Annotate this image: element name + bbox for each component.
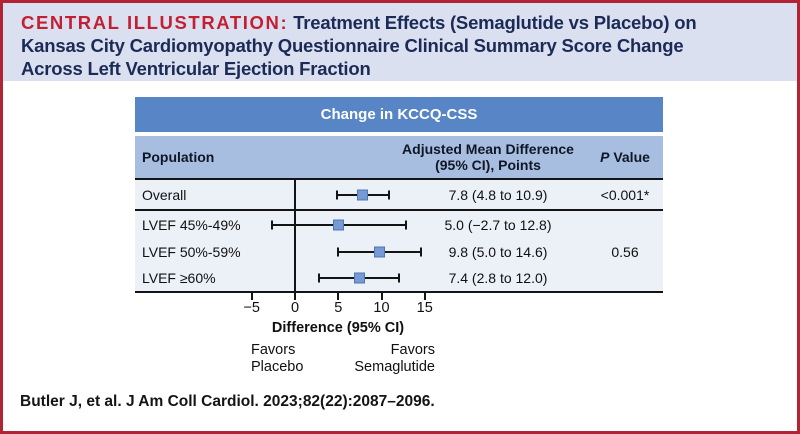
- ci-cap-left: [335, 190, 338, 199]
- effect-estimate-text: 5.0 (−2.7 to 12.8): [444, 216, 552, 233]
- title-line-2: Kansas City Cardiomyopathy Questionnaire…: [21, 35, 684, 56]
- effect-estimate-text: 7.4 (2.8 to 12.0): [448, 270, 548, 286]
- axis-tick: [294, 293, 296, 300]
- favors-semaglutide-label: Favors Semaglutide: [354, 342, 435, 375]
- ci-cap-left: [318, 273, 321, 283]
- ci-cap-right: [397, 273, 400, 283]
- axis-tick-label: 5: [334, 300, 343, 316]
- point-estimate-marker: [374, 246, 386, 257]
- title-band: CENTRAL ILLUSTRATION: Treatment Effects …: [3, 3, 797, 81]
- axis-tick-label: 15: [416, 300, 433, 316]
- axis-tick: [423, 293, 426, 300]
- table-title-gap: [135, 132, 663, 136]
- axis-tick-label: 0: [290, 300, 300, 316]
- p-value-text: 0.56: [611, 243, 639, 260]
- table-title: Change in KCCQ-CSS: [135, 97, 663, 132]
- forest-row: LVEF 50%-59% 9.8 (5.0 to 14.6) 0.56: [135, 238, 663, 265]
- effect-estimate-text: 7.8 (4.8 to 10.9): [448, 186, 548, 203]
- citation: Butler J, et al. J Am Coll Cardiol. 2023…: [20, 393, 435, 410]
- ci-cap-left: [270, 220, 273, 229]
- population-label: LVEF 45%-49%: [142, 216, 241, 233]
- favors-annotations: Favors Placebo Favors Semaglutide: [135, 342, 663, 380]
- population-label: LVEF ≥60%: [142, 270, 216, 286]
- column-header-effect-line1: Adjusted Mean Difference: [402, 141, 574, 157]
- x-axis-label: Difference (95% CI): [271, 320, 405, 336]
- x-axis-label-row: Difference (95% CI): [135, 320, 663, 339]
- title-line-1-text: Treatment Effects (Semaglutide vs Placeb…: [293, 12, 697, 33]
- population-label: LVEF 50%-59%: [142, 243, 241, 260]
- x-axis: −5 0 5 10 15: [135, 293, 663, 320]
- column-header-population: Population: [142, 149, 215, 165]
- ci-cap-right: [420, 247, 423, 256]
- ci-cap-left: [337, 247, 340, 256]
- zero-reference-line: [294, 180, 296, 291]
- axis-tick: [337, 293, 340, 300]
- p-value-text: <0.001*: [600, 186, 650, 203]
- ci-cap-right: [388, 190, 391, 199]
- axis-tick-label: −5: [243, 300, 261, 316]
- forest-plot-body: Overall 7.8 (4.8 to 10.9) <0.001* LVEF 45%-…: [135, 180, 663, 293]
- axis-tick: [380, 293, 383, 300]
- point-estimate-marker: [353, 272, 365, 284]
- central-illustration-label: CENTRAL ILLUSTRATION:: [21, 12, 289, 33]
- axis-tick-label: 10: [373, 300, 390, 316]
- title-line-1: CENTRAL ILLUSTRATION: Treatment Effects …: [21, 11, 783, 34]
- title-line-3: Across Left Ventricular Ejection Fractio…: [21, 58, 371, 79]
- ci-cap-right: [404, 220, 407, 229]
- forest-row: Overall 7.8 (4.8 to 10.9) <0.001*: [135, 180, 663, 211]
- forest-row: LVEF ≥60% 7.4 (2.8 to 12.0): [135, 265, 663, 291]
- forest-row: LVEF 45%-49% 5.0 (−2.7 to 12.8): [135, 211, 663, 238]
- population-label: Overall: [142, 186, 187, 203]
- column-header-pvalue: P Value: [600, 149, 650, 165]
- axis-tick: [250, 293, 253, 300]
- point-estimate-marker: [332, 219, 344, 230]
- column-header-effect: Adjusted Mean Difference (95% CI), Point…: [388, 141, 588, 173]
- point-estimate-marker: [356, 189, 368, 200]
- column-header-row: Population Adjusted Mean Difference (95%…: [135, 136, 663, 180]
- effect-estimate-text: 9.8 (5.0 to 14.6): [448, 243, 548, 260]
- forest-plot-table: Change in KCCQ-CSS Population Adjusted M…: [135, 97, 663, 380]
- favors-placebo-label: Favors Placebo: [251, 342, 304, 375]
- column-header-effect-line2: (95% CI), Points: [435, 157, 541, 173]
